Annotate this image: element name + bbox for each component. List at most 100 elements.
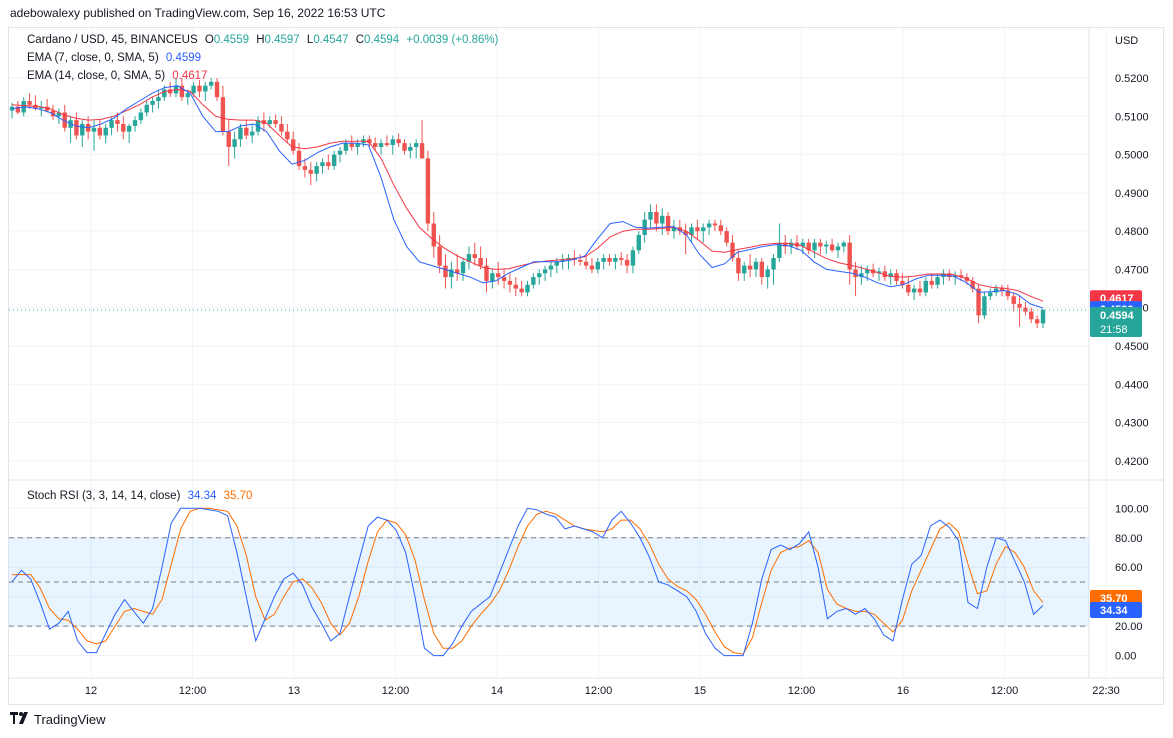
candle-body	[911, 288, 917, 293]
candle-body	[238, 127, 243, 140]
candle-body	[337, 150, 343, 155]
time-tick-label: 12:00	[991, 685, 1019, 697]
candle-body	[91, 127, 97, 132]
countdown-tag: 21:58	[1100, 324, 1128, 336]
high-label: H	[256, 34, 265, 46]
candle-body	[947, 273, 952, 278]
candle-body	[478, 257, 483, 266]
candle-body	[267, 120, 272, 124]
candle-body	[736, 257, 741, 274]
candle-body	[466, 254, 472, 262]
symbol-legend[interactable]: Cardano / USD, 45, BINANCEUS O0.4559 H0.…	[27, 34, 502, 46]
candle-body	[396, 139, 401, 144]
close-value: 0.4594	[364, 34, 400, 46]
candle-body	[542, 269, 548, 274]
candle-body	[952, 275, 958, 278]
candle-body	[765, 269, 770, 278]
candle-body	[519, 288, 524, 293]
stoch-label: Stoch RSI (3, 3, 14, 14, close)	[27, 490, 181, 502]
candle-body	[777, 242, 782, 258]
time-tick-label: 13	[288, 685, 300, 697]
candle-body	[185, 93, 190, 98]
price-tick-label: 0.4500	[1115, 341, 1149, 353]
candle-body	[249, 131, 255, 136]
chart-frame[interactable]: USD0.42000.43000.44000.45000.46000.47000…	[8, 27, 1165, 706]
candle-body	[853, 269, 858, 278]
price-tick-label: 0.5200	[1115, 73, 1149, 85]
candle-body	[191, 85, 196, 94]
candle-body	[665, 215, 671, 232]
candle-body	[513, 284, 518, 289]
candle-body	[74, 120, 79, 136]
candle-body	[80, 123, 85, 136]
price-tick-label: 0.4900	[1115, 188, 1149, 200]
candle-body	[876, 271, 882, 274]
stoch-d-tag-bg	[1090, 590, 1142, 607]
stoch-d-tag: 35.70	[1100, 593, 1128, 605]
candle-body	[976, 288, 981, 316]
candle-body	[431, 223, 436, 247]
price-tick-label: 0.4700	[1115, 264, 1149, 276]
candle-body	[343, 143, 349, 151]
stoch-k-line	[11, 507, 1044, 657]
candle-body	[443, 265, 448, 278]
candle-body	[378, 143, 384, 147]
candle-body	[1034, 319, 1040, 324]
footer-brand[interactable]: TradingView	[34, 712, 106, 727]
candle-body	[929, 280, 934, 285]
high-value: 0.4597	[264, 34, 300, 46]
candle-body	[847, 242, 852, 270]
stoch-k-tag: 34.34	[1100, 605, 1128, 617]
last-price-tag: 0.4594	[1100, 310, 1135, 322]
time-axis[interactable]: 12 12:00 13 12:00 14 12:00 15 12:00 16 12:00 22:30	[85, 685, 1120, 697]
candle-body	[818, 242, 823, 247]
candle-body	[179, 85, 185, 98]
candle-body	[507, 280, 513, 285]
candle-body	[1029, 311, 1034, 320]
ema7-value: 0.4599	[165, 52, 202, 64]
candle-body	[326, 162, 331, 167]
candle-body	[273, 120, 278, 124]
price-tick-label: 0.5100	[1115, 111, 1149, 123]
candle-body	[554, 261, 559, 266]
symbol-title[interactable]: Cardano / USD, 45, BINANCEUS	[27, 34, 198, 46]
candle-body	[484, 265, 489, 281]
footer[interactable]: TradingView	[10, 712, 106, 727]
candle-body	[689, 227, 694, 235]
candle-body	[419, 143, 425, 159]
time-tick-label: 12	[85, 685, 97, 697]
price-axis[interactable]: USD0.42000.43000.44000.45000.46000.47000…	[1115, 35, 1149, 663]
candle-body	[126, 125, 132, 132]
stoch-legend[interactable]: Stoch RSI (3, 3, 14, 14, close) 34.34 35…	[27, 490, 256, 502]
candle-body	[753, 261, 759, 270]
candle-body	[701, 227, 706, 232]
candle-body	[1011, 296, 1016, 304]
candle-body	[1040, 310, 1046, 324]
candle-body	[537, 273, 542, 278]
candle-body	[660, 215, 665, 224]
candle-body	[829, 244, 835, 251]
candle-body	[220, 97, 226, 132]
candle-body	[958, 275, 964, 278]
chart-canvas[interactable]: USD0.42000.43000.44000.45000.46000.47000…	[9, 28, 1165, 706]
ema7-legend[interactable]: EMA (7, close, 0, SMA, 5) 0.4599	[27, 52, 205, 64]
tradingview-logo-icon	[10, 712, 30, 727]
stoch-d-value: 35.70	[223, 490, 253, 502]
candle-body	[747, 265, 753, 270]
candle-body	[982, 296, 987, 316]
candle-body	[372, 143, 378, 147]
time-tick-label: 12:00	[179, 685, 207, 697]
candles	[9, 78, 1046, 329]
stoch-k-tag-bg	[1090, 602, 1142, 619]
ema14-legend[interactable]: EMA (14, close, 0, SMA, 5) 0.4617	[27, 70, 211, 82]
candle-body	[835, 246, 841, 251]
last-price-tag-bg	[1090, 307, 1142, 338]
stoch-d-line	[12, 507, 1044, 655]
candle-body	[841, 242, 847, 247]
candle-body	[156, 97, 161, 101]
price-tick-label: 0.4300	[1115, 418, 1149, 430]
candle-body	[121, 123, 126, 132]
candle-body	[490, 273, 495, 281]
candle-body	[162, 89, 167, 98]
ema14-value: 0.4617	[172, 70, 208, 82]
